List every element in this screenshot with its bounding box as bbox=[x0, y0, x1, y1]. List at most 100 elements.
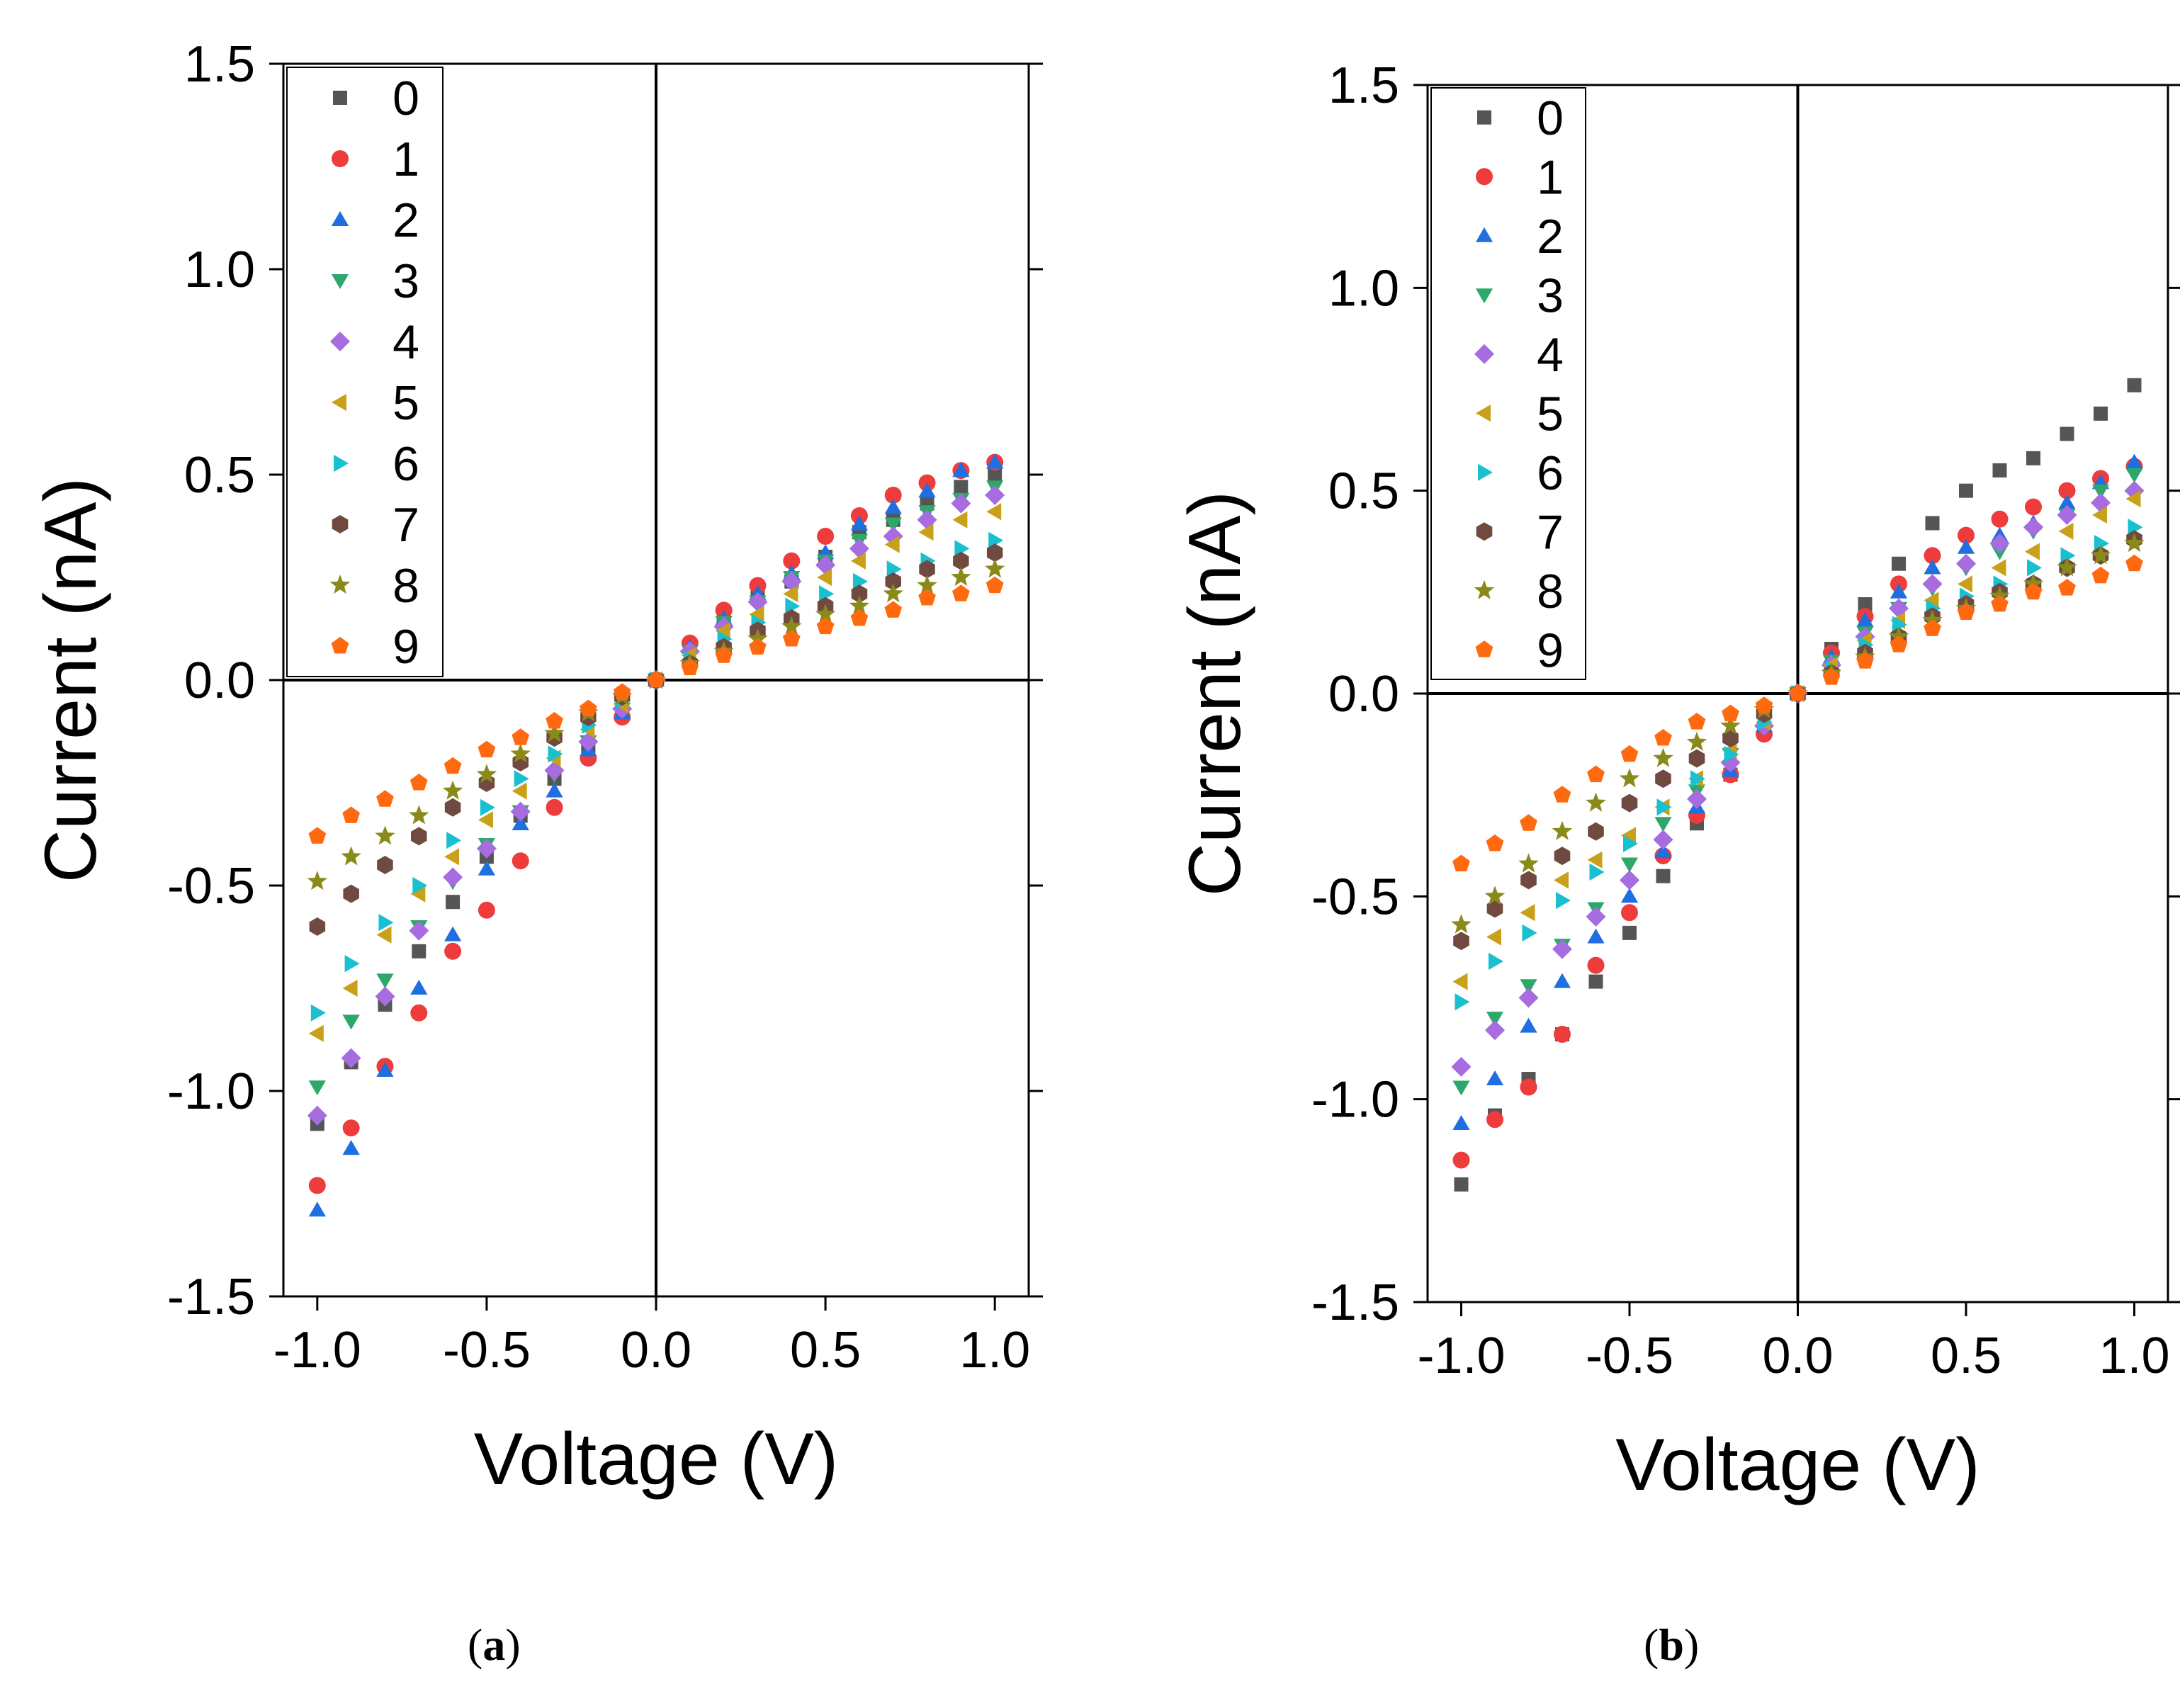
data-point-series-8-a bbox=[984, 558, 1005, 578]
data-point-series-8-a bbox=[510, 743, 531, 763]
data-point-series-1-a bbox=[444, 942, 462, 960]
legend-marker-6-a bbox=[334, 454, 349, 473]
data-point-series-7-b bbox=[1554, 847, 1571, 866]
data-point-series-3-a bbox=[884, 517, 902, 533]
data-point-series-5-b bbox=[2125, 490, 2141, 508]
data-point-series-2-b bbox=[1890, 583, 1908, 599]
legend-box-b bbox=[1430, 87, 1586, 680]
data-point-series-8-a bbox=[747, 628, 768, 648]
y-tick-label-b: -1.0 bbox=[1311, 1072, 1399, 1129]
x-tick-label-b: 0.5 bbox=[1931, 1328, 2001, 1384]
data-point-series-5-b bbox=[1621, 827, 1636, 844]
data-point-series-2-b bbox=[1587, 928, 1605, 944]
data-point-series-6-b bbox=[2027, 559, 2042, 577]
data-point-series-8-a bbox=[544, 723, 565, 742]
data-point-series-4-a bbox=[917, 509, 937, 530]
data-point-series-1-b bbox=[1924, 547, 1941, 565]
data-point-series-9-a bbox=[681, 658, 699, 676]
data-point-series-1-a bbox=[410, 1004, 428, 1022]
data-point-series-5-a bbox=[308, 1024, 324, 1042]
data-point-series-2-a bbox=[342, 1140, 360, 1155]
data-point-series-4-a bbox=[443, 867, 463, 888]
chart-panel-a: -1.0 -0.5 0.0 0.5 1.0 -1.5 -1.0 -0.5 0.0 0.5 1.0 1.… bbox=[30, 36, 1043, 1500]
data-point-series-6-b bbox=[1556, 891, 1571, 910]
data-point-series-9-b bbox=[1688, 713, 1706, 730]
data-point-series-4-b bbox=[1586, 907, 1606, 927]
legend-marker-3-b bbox=[1475, 288, 1493, 304]
data-point-series-5-a bbox=[478, 811, 493, 829]
data-point-series-3-a bbox=[376, 973, 394, 989]
data-point-series-5-b bbox=[1486, 928, 1501, 946]
data-point-series-3-b bbox=[1620, 857, 1639, 873]
data-point-series-0-b bbox=[1959, 483, 1973, 498]
legend-marker-2-b bbox=[1475, 227, 1493, 242]
data-point-series-8-a bbox=[375, 825, 395, 845]
data-point-series-4-b bbox=[1889, 598, 1909, 618]
data-point-series-2-a bbox=[512, 815, 529, 830]
data-point-series-9-b bbox=[2024, 582, 2043, 600]
data-point-series-1-b bbox=[1520, 1078, 1537, 1096]
data-point-series-3-b bbox=[1654, 817, 1672, 832]
data-point-series-9-a bbox=[647, 671, 665, 688]
y-tick-label-b: -0.5 bbox=[1311, 869, 1399, 925]
data-point-series-0-b bbox=[1858, 597, 1873, 612]
data-point-series-2-a bbox=[308, 1201, 326, 1217]
legend-label-1-b: 1 bbox=[1537, 150, 1564, 204]
data-point-series-6-a bbox=[446, 832, 462, 849]
legend-label-7-b: 7 bbox=[1537, 505, 1564, 559]
data-point-series-5-a bbox=[512, 782, 527, 800]
legend-marker-4-a bbox=[330, 332, 350, 351]
data-point-series-9-b bbox=[2058, 579, 2076, 596]
data-point-series-5-a bbox=[952, 511, 968, 528]
data-point-series-6-b bbox=[2128, 519, 2143, 536]
data-point-series-3-b bbox=[2125, 468, 2143, 483]
data-point-series-2-b bbox=[1924, 559, 1941, 575]
data-point-series-4-b bbox=[1922, 574, 1943, 594]
x-tick-label-b: 1.0 bbox=[2099, 1328, 2169, 1384]
data-point-series-5-b bbox=[2058, 522, 2074, 541]
data-point-series-7-b bbox=[1688, 749, 1705, 768]
data-point-series-2-a bbox=[986, 453, 1004, 469]
data-point-series-6-b bbox=[2060, 547, 2076, 565]
data-point-series-5-b bbox=[1520, 904, 1535, 922]
x-tick-label-a: 1.0 bbox=[959, 1322, 1030, 1379]
data-point-series-7-b bbox=[1588, 822, 1604, 841]
legend-marker-6-b bbox=[1478, 463, 1493, 481]
data-point-series-5-a bbox=[817, 568, 832, 587]
data-point-series-4-a bbox=[409, 920, 429, 941]
legend-label-2-a: 2 bbox=[392, 193, 419, 247]
data-point-series-7-b bbox=[1722, 729, 1739, 747]
data-point-series-5-a bbox=[715, 622, 730, 640]
legend-marker-9-a bbox=[331, 637, 349, 654]
y-tick-label-a: 1.0 bbox=[184, 242, 255, 298]
data-point-series-6-b bbox=[1489, 952, 1503, 971]
legend-label-6-b: 6 bbox=[1537, 446, 1564, 500]
data-point-series-1-b bbox=[1958, 526, 1975, 544]
data-point-series-6-b bbox=[1589, 863, 1605, 881]
data-point-series-8-a bbox=[917, 575, 937, 594]
data-point-series-6-a bbox=[852, 572, 868, 590]
y-tick-label-a: -0.5 bbox=[167, 858, 255, 915]
data-point-series-8-a bbox=[409, 805, 429, 825]
data-point-series-0-b bbox=[1892, 556, 1906, 571]
y-tick-label-a: 0.0 bbox=[184, 652, 255, 709]
data-point-series-5-a bbox=[749, 606, 764, 623]
data-point-series-3-b bbox=[2091, 484, 2110, 499]
data-point-series-1-b bbox=[1991, 510, 2009, 528]
data-point-series-0-b bbox=[1656, 869, 1671, 883]
data-point-series-4-a bbox=[849, 538, 869, 559]
data-point-series-8-a bbox=[781, 616, 802, 635]
data-point-series-4-a bbox=[476, 838, 497, 859]
data-point-series-0-b bbox=[1622, 925, 1637, 940]
data-point-series-9-a bbox=[308, 827, 327, 844]
data-point-series-6-b bbox=[2094, 535, 2109, 553]
legend-label-3-a: 3 bbox=[392, 254, 419, 308]
data-point-series-9-a bbox=[816, 617, 835, 635]
data-point-series-2-b bbox=[1486, 1070, 1504, 1085]
x-tick-label-a: 0.5 bbox=[790, 1322, 861, 1379]
data-point-series-4-b bbox=[2091, 492, 2111, 513]
data-point-series-9-b bbox=[1553, 786, 1571, 803]
data-point-series-2-a bbox=[444, 926, 462, 941]
data-point-series-5-a bbox=[850, 552, 866, 570]
